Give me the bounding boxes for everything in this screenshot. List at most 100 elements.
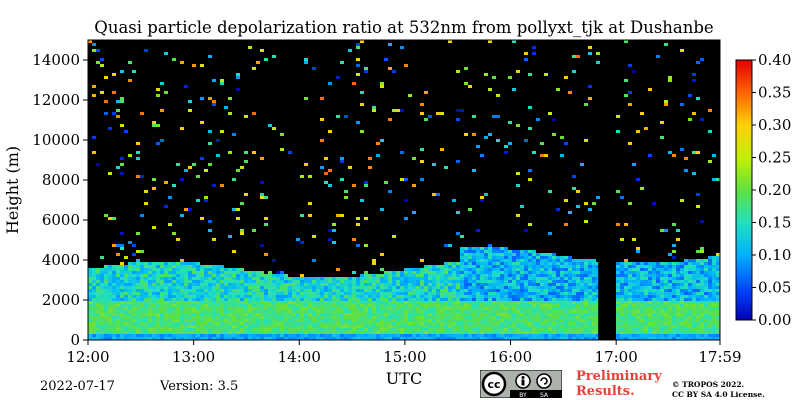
heatmap-cell [96, 292, 100, 295]
heatmap-cell [140, 304, 144, 307]
heatmap-cell [684, 289, 688, 292]
heatmap-cell [536, 337, 540, 340]
heatmap-cell [416, 325, 420, 328]
heatmap-cell [92, 310, 96, 313]
heatmap-cell [640, 112, 644, 115]
heatmap-cell [212, 268, 216, 271]
heatmap-cell [432, 331, 436, 334]
heatmap-cell [164, 298, 168, 301]
heatmap-cell [524, 271, 528, 274]
heatmap-cell [380, 298, 384, 301]
heatmap-cell [420, 178, 424, 181]
heatmap-cell [308, 328, 312, 331]
heatmap-cell [256, 334, 260, 337]
heatmap-cell [668, 253, 672, 256]
heatmap-cell [308, 319, 312, 322]
heatmap-cell [108, 286, 112, 289]
heatmap-cell [452, 301, 456, 304]
heatmap-cell [108, 301, 112, 304]
heatmap-cell [124, 322, 128, 325]
heatmap-cell [500, 328, 504, 331]
heatmap-cell [364, 244, 368, 247]
cc-by-sa-license-icon[interactable]: cc BY SA [480, 370, 562, 398]
heatmap-cell [256, 295, 260, 298]
heatmap-cell [260, 295, 264, 298]
heatmap-cell [152, 187, 156, 190]
heatmap-cell [468, 289, 472, 292]
heatmap-cell [332, 316, 336, 319]
heatmap-cell [412, 301, 416, 304]
heatmap-cell [424, 292, 428, 295]
heatmap-cell [160, 139, 164, 142]
heatmap-cell [172, 280, 176, 283]
heatmap-cell [408, 334, 412, 337]
heatmap-cell [112, 73, 116, 76]
heatmap-cell [572, 301, 576, 304]
heatmap-cell [460, 307, 464, 310]
heatmap-cell [312, 334, 316, 337]
heatmap-cell [140, 313, 144, 316]
heatmap-cell [304, 97, 308, 100]
heatmap-cell [416, 283, 420, 286]
heatmap-cell [716, 331, 720, 334]
heatmap-cell [164, 295, 168, 298]
heatmap-cell [380, 337, 384, 340]
heatmap-cell [180, 274, 184, 277]
heatmap-cell [364, 328, 368, 331]
heatmap-cell [476, 229, 480, 232]
heatmap-cell [624, 271, 628, 274]
heatmap-cell [224, 274, 228, 277]
heatmap-cell [336, 307, 340, 310]
heatmap-cell [272, 301, 276, 304]
heatmap-cell [644, 304, 648, 307]
heatmap-cell [708, 262, 712, 265]
heatmap-cell [700, 301, 704, 304]
heatmap-cell [96, 322, 100, 325]
heatmap-cell [508, 142, 512, 145]
heatmap-cell [516, 280, 520, 283]
heatmap-cell [560, 271, 564, 274]
heatmap-cell [104, 277, 108, 280]
heatmap-cell [704, 283, 708, 286]
heatmap-cell [136, 286, 140, 289]
heatmap-cell [664, 271, 668, 274]
heatmap-cell [280, 334, 284, 337]
heatmap-cell [112, 244, 116, 247]
heatmap-cell [672, 268, 676, 271]
heatmap-cell [464, 277, 468, 280]
heatmap-cell [88, 313, 92, 316]
heatmap-cell [336, 325, 340, 328]
heatmap-cell [364, 280, 368, 283]
heatmap-cell [400, 337, 404, 340]
heatmap-cell [128, 313, 132, 316]
heatmap-cell [700, 325, 704, 328]
heatmap-cell [616, 271, 620, 274]
heatmap-cell [484, 274, 488, 277]
heatmap-cell [536, 325, 540, 328]
heatmap-cell [176, 238, 180, 241]
heatmap-cell [424, 319, 428, 322]
heatmap-cell [292, 328, 296, 331]
heatmap-cell [484, 283, 488, 286]
heatmap-cell [184, 319, 188, 322]
heatmap-cell [528, 265, 532, 268]
heatmap-cell [680, 268, 684, 271]
heatmap-cell [308, 292, 312, 295]
heatmap-cell [372, 109, 376, 112]
heatmap-cell [508, 283, 512, 286]
heatmap-cell [348, 286, 352, 289]
heatmap-cell [432, 307, 436, 310]
heatmap-cell [116, 319, 120, 322]
heatmap-cell [164, 277, 168, 280]
heatmap-cell [180, 337, 184, 340]
heatmap-cell [120, 334, 124, 337]
heatmap-cell [252, 316, 256, 319]
heatmap-cell [676, 265, 680, 268]
heatmap-cell [140, 292, 144, 295]
heatmap-cell [424, 301, 428, 304]
heatmap-cell [236, 295, 240, 298]
heatmap-cell [704, 259, 708, 262]
heatmap-cell [620, 286, 624, 289]
heatmap-cell [360, 322, 364, 325]
heatmap-cell [92, 301, 96, 304]
